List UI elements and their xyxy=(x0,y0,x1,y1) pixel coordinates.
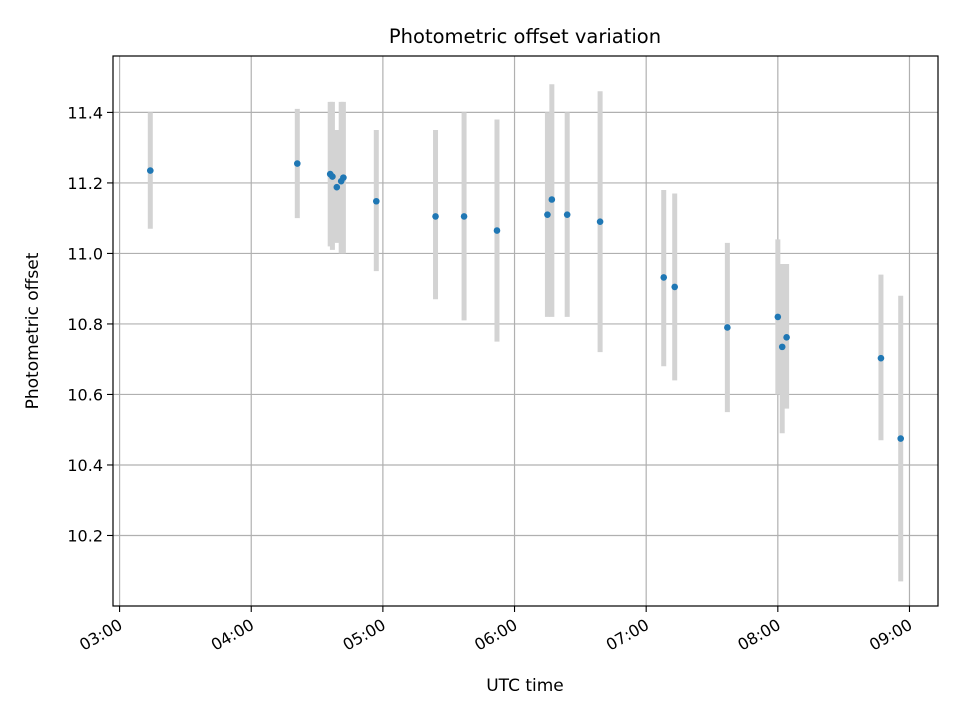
y-axis-ticks: 10.2 10.4 10.6 10.8 11.0 11.2 11.4 xyxy=(67,103,113,545)
y-axis-label: Photometric offset xyxy=(23,252,43,409)
data-point xyxy=(372,197,380,205)
y-tick-label: 10.2 xyxy=(67,526,103,545)
data-point xyxy=(774,313,782,321)
data-point xyxy=(897,435,904,442)
data-point xyxy=(671,283,679,291)
y-tick-label: 11.4 xyxy=(67,103,103,122)
y-tick-label: 11.0 xyxy=(67,244,103,263)
x-tick-label: 08:00 xyxy=(734,615,783,655)
x-tick-label: 04:00 xyxy=(208,615,257,655)
data-point xyxy=(660,274,668,281)
data-points xyxy=(147,160,904,442)
data-point xyxy=(563,211,571,218)
data-point xyxy=(596,218,604,226)
data-point xyxy=(333,183,341,191)
data-point xyxy=(432,213,439,220)
data-point xyxy=(544,211,551,218)
data-point xyxy=(724,324,731,331)
y-tick-label: 10.4 xyxy=(67,456,103,475)
x-tick-label: 03:00 xyxy=(76,615,125,655)
x-tick-label: 05:00 xyxy=(339,615,388,655)
data-point xyxy=(548,196,556,203)
x-tick-label: 07:00 xyxy=(603,615,652,655)
data-point xyxy=(329,173,336,180)
x-tick-label: 06:00 xyxy=(471,615,520,655)
data-point xyxy=(783,334,790,341)
error-bars xyxy=(147,84,904,582)
x-tick-label: 09:00 xyxy=(866,615,915,655)
x-axis-ticks: 03:00 04:00 05:00 06:00 07:00 08:00 09:00 xyxy=(76,606,915,655)
y-tick-label: 11.2 xyxy=(67,174,103,193)
data-point xyxy=(778,343,786,351)
y-tick-label: 10.6 xyxy=(67,385,103,404)
data-point xyxy=(877,354,885,362)
data-point xyxy=(493,227,501,234)
x-axis-label: UTC time xyxy=(486,676,564,696)
plot-frame xyxy=(112,55,939,607)
data-point xyxy=(340,174,347,181)
data-point xyxy=(294,160,301,167)
y-tick-label: 10.8 xyxy=(67,315,103,334)
chart-title: Photometric offset variation xyxy=(389,25,661,48)
data-point xyxy=(460,213,468,220)
data-point xyxy=(147,167,154,174)
grid xyxy=(113,56,938,606)
